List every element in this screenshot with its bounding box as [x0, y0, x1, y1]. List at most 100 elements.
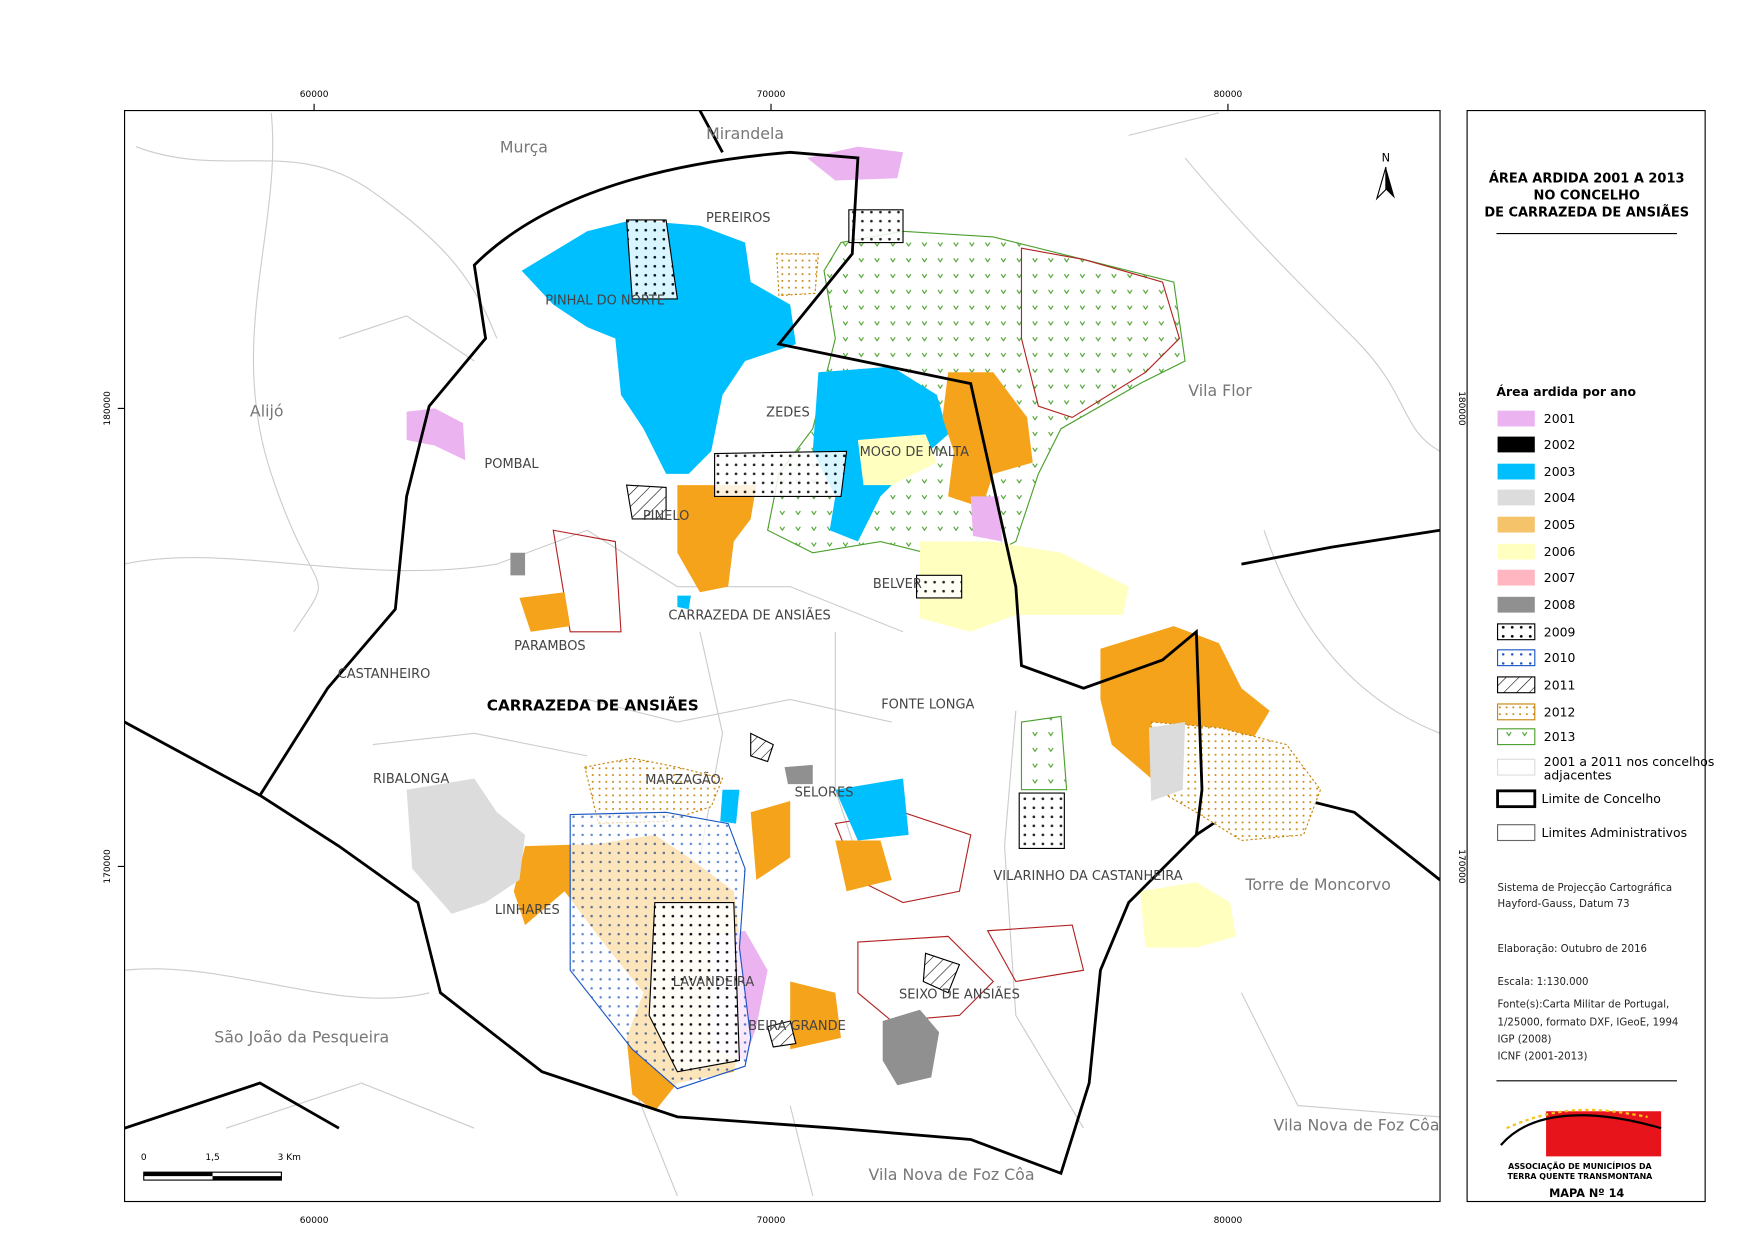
burn-2006	[857, 434, 1236, 948]
place-parish: POMBAL	[484, 457, 539, 472]
swatch	[1496, 623, 1536, 641]
legend-label: 2013	[1544, 729, 1576, 744]
grid-labels: 60000 60000 70000 70000 80000 80000 180000 1800…	[103, 90, 1466, 1226]
place-parish: CASTANHEIRO	[338, 667, 431, 682]
place-parish: MARZAGÃO	[645, 772, 721, 788]
legend-frame	[1466, 109, 1706, 1203]
burn-2011	[625, 484, 961, 1048]
place-adjacent: Alijó	[250, 401, 284, 420]
burn-outline	[552, 529, 1085, 1022]
legend-labels: 2001 2002 2003 2004 2005 2006 2007 2008 2009 2010…	[1544, 411, 1576, 744]
place-parish: BEIRA GRANDE	[748, 1019, 846, 1034]
note: ICNF (2001-2013)	[1498, 1051, 1588, 1062]
legend-label: Limite de Concelho	[1542, 791, 1661, 806]
note: Hayford-Gauss, Datum 73	[1498, 899, 1630, 910]
place-parish: PEREIROS	[706, 211, 771, 226]
legend-label: 2002	[1544, 437, 1576, 452]
legend-label: 2007	[1544, 570, 1576, 585]
place-parish: SEIXO DE ANSIÃES	[899, 986, 1020, 1002]
north-label: N	[1382, 151, 1390, 164]
logo-text: ASSOCIAÇÃO DE MUNICÍPIOS DA	[1508, 1160, 1652, 1171]
legend-swatches	[1496, 410, 1537, 842]
burn-2012	[584, 253, 1322, 842]
place-parish: VILARINHO DA CASTANHEIRA	[993, 869, 1182, 884]
x-coord-label: 70000	[757, 90, 786, 100]
place-parish: PINELO	[643, 509, 690, 524]
place-adjacent: Vila Nova de Foz Côa	[1274, 1115, 1440, 1134]
title: DE CARRAZEDA DE ANSIÃES	[1484, 205, 1689, 221]
legend-label: 2011	[1544, 677, 1576, 692]
note: 1/25000, formato DXF, IGeoE, 1994	[1498, 1018, 1679, 1029]
legend-label: 2001 a 2011 nos concelhos	[1544, 754, 1715, 769]
y-coord-label: 170000	[1456, 849, 1466, 884]
note: Sistema de Projecção Cartográfica	[1498, 882, 1673, 894]
legend-label: adjacentes	[1544, 768, 1612, 783]
burn-outline	[1020, 247, 1181, 419]
scale-label: 3 Km	[278, 1153, 302, 1163]
map-number: MAPA Nº 14	[1549, 1187, 1624, 1200]
place-adjacent: São João da Pesqueira	[214, 1027, 389, 1046]
scale-bar-segment	[143, 1172, 213, 1177]
swatch	[1497, 569, 1535, 586]
legend-label: 2003	[1544, 464, 1576, 479]
notes: Sistema de Projecção Cartográfica Hayford…	[1498, 882, 1679, 1062]
place-parish: SELORES	[795, 785, 854, 800]
y-coord-label: 170000	[103, 849, 113, 884]
note: Fonte(s):Carta Militar de Portugal,	[1498, 999, 1670, 1010]
logo-curve	[1506, 1108, 1648, 1130]
legend-label: 2001	[1544, 411, 1576, 426]
swatch	[1497, 596, 1535, 613]
municipality-limit	[258, 150, 1204, 1176]
place-parish: BELVER	[873, 577, 922, 592]
x-coord-label: 70000	[757, 1216, 786, 1226]
swatch	[1497, 516, 1535, 533]
swatch	[1496, 703, 1536, 721]
place-adjacent: Murça	[500, 137, 548, 156]
legend-label: 2004	[1544, 490, 1576, 505]
legend-label: 2009	[1544, 624, 1576, 639]
note: IGP (2008)	[1498, 1034, 1552, 1045]
x-coord-label: 60000	[300, 90, 329, 100]
legend-label: 2005	[1544, 517, 1576, 532]
map-frame	[124, 109, 1441, 1203]
note: Elaboração: Outubro de 2016	[1498, 944, 1647, 955]
swatch	[1497, 436, 1535, 453]
place-parish: LAVANDEIRA	[673, 975, 755, 990]
legend-label: 2010	[1544, 650, 1576, 665]
place-adjacent: Torre de Moncorvo	[1244, 875, 1391, 894]
logo: ASSOCIAÇÃO DE MUNICÍPIOS DA TERRA QUENTE…	[1500, 1108, 1662, 1181]
swatch	[1496, 676, 1536, 694]
swatch	[1496, 824, 1536, 842]
swatch	[1496, 758, 1536, 776]
burn-2004	[406, 722, 1186, 914]
scale-label: 1,5	[205, 1153, 219, 1163]
place-parish: PINHAL DO NORTE	[545, 294, 665, 309]
burn-2003	[521, 219, 796, 474]
map-body	[124, 110, 1441, 1197]
legend-label: 2008	[1544, 597, 1576, 612]
burn-2008	[510, 552, 940, 1086]
swatch	[1497, 463, 1535, 480]
swatch	[1496, 649, 1536, 667]
swatch	[1497, 543, 1535, 560]
legend-heading: Área ardida por ano	[1496, 384, 1636, 399]
scale-label: 0	[141, 1153, 147, 1163]
place-parish: ZEDES	[766, 405, 810, 420]
y-coord-label: 180000	[1456, 391, 1466, 426]
burn-2013	[1020, 715, 1068, 791]
x-coord-label: 60000	[300, 1216, 329, 1226]
swatch	[1497, 410, 1535, 427]
place-parish: RIBALONGA	[373, 772, 449, 787]
logo-curve	[1500, 1114, 1662, 1146]
place-parish: CARRAZEDA DE ANSIÃES	[668, 607, 830, 623]
place-parish: FONTE LONGA	[881, 697, 974, 712]
swatch	[1496, 789, 1537, 809]
x-coord-label: 80000	[1214, 90, 1243, 100]
swatch	[1496, 728, 1536, 746]
place-adjacent: Vila Nova de Foz Côa	[869, 1165, 1035, 1184]
place-adjacent: Mirandela	[706, 124, 784, 143]
burn-2009	[626, 209, 1065, 1073]
